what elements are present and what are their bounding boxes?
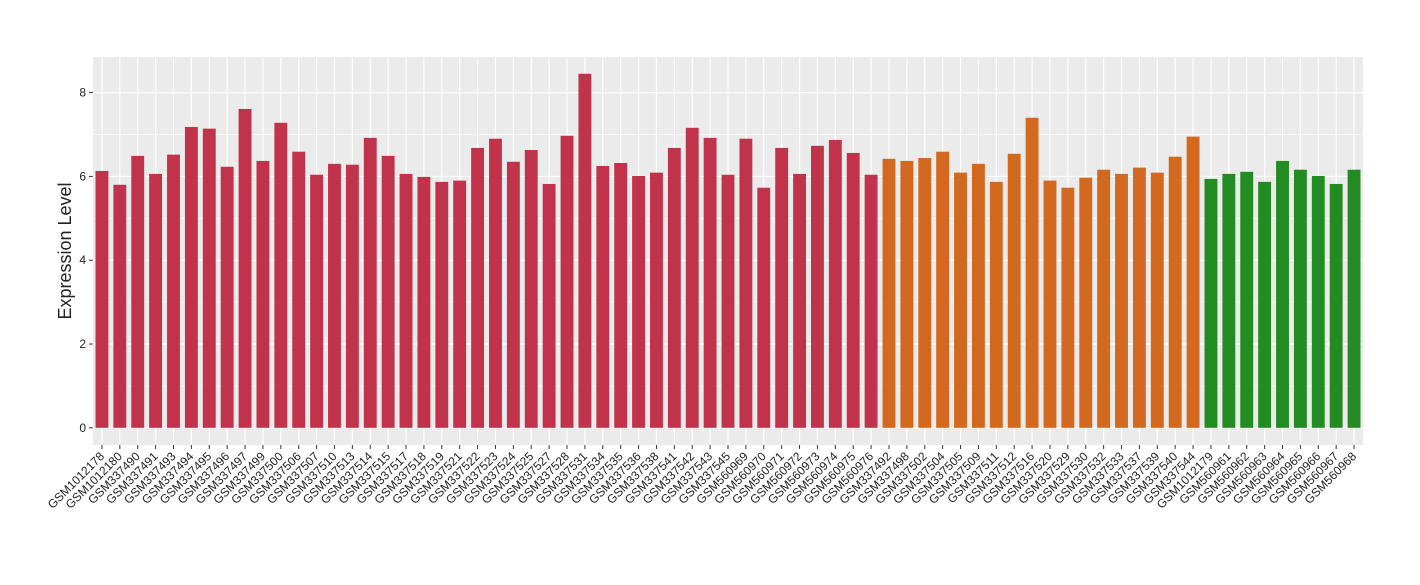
bar — [828, 139, 842, 428]
bar — [1311, 175, 1325, 428]
bar — [918, 157, 932, 428]
bar — [489, 138, 502, 428]
bar — [1043, 180, 1057, 428]
y-tick-label: 8 — [79, 86, 86, 100]
y-tick-label: 4 — [79, 253, 86, 267]
bar — [256, 160, 270, 428]
bar — [113, 184, 127, 428]
bar — [399, 173, 413, 428]
bar — [864, 174, 878, 428]
bar — [453, 180, 467, 428]
bar — [292, 151, 306, 428]
bar — [417, 176, 431, 428]
bar — [1168, 156, 1182, 428]
bar — [667, 147, 681, 428]
bar — [435, 181, 449, 428]
bar — [1097, 169, 1111, 428]
bar — [936, 151, 950, 428]
bar — [971, 163, 985, 428]
bar — [1293, 169, 1307, 428]
bar — [1186, 136, 1200, 428]
bar — [1132, 167, 1146, 428]
bar — [775, 147, 789, 428]
bar — [95, 170, 109, 428]
bar — [757, 187, 771, 428]
bar — [989, 181, 1003, 428]
bar — [685, 127, 699, 428]
bar — [882, 158, 896, 428]
bar — [310, 174, 324, 428]
bar — [471, 147, 485, 428]
bar — [1115, 173, 1128, 428]
bar — [1007, 153, 1021, 428]
bar — [1061, 187, 1075, 428]
bar — [650, 172, 663, 428]
bar — [721, 174, 735, 428]
bar — [1258, 181, 1272, 428]
bar — [1222, 173, 1236, 428]
bar — [131, 155, 145, 428]
bar — [614, 163, 628, 428]
bar — [632, 175, 646, 428]
bar — [220, 166, 234, 428]
bar — [793, 173, 806, 428]
bar — [1079, 177, 1093, 428]
bar — [274, 122, 288, 428]
bar — [900, 160, 914, 428]
bar — [560, 135, 574, 428]
y-tick-label: 0 — [79, 421, 86, 435]
bar — [202, 128, 216, 428]
bar — [1329, 183, 1343, 428]
bar — [810, 145, 824, 428]
bar — [184, 126, 198, 428]
bar — [703, 137, 717, 428]
bar — [578, 73, 592, 428]
bar — [1204, 178, 1218, 428]
y-tick-label: 6 — [79, 169, 86, 183]
bar — [149, 173, 163, 428]
y-tick-label: 2 — [79, 337, 86, 351]
y-axis-label: Expression Level — [55, 182, 75, 319]
bar — [1276, 160, 1289, 428]
bar — [1240, 171, 1254, 428]
bar — [1150, 172, 1164, 428]
bar — [739, 138, 753, 428]
bar — [846, 152, 860, 428]
bar — [506, 161, 520, 428]
bar — [381, 155, 395, 428]
bar — [363, 137, 377, 428]
bar — [954, 172, 967, 428]
bar — [167, 154, 180, 428]
bar — [542, 183, 556, 428]
bar — [524, 150, 538, 428]
bar — [238, 108, 252, 428]
bar — [328, 163, 341, 428]
bar — [345, 164, 359, 428]
bar — [1347, 169, 1361, 428]
bar — [1025, 117, 1039, 428]
bar — [596, 165, 610, 428]
